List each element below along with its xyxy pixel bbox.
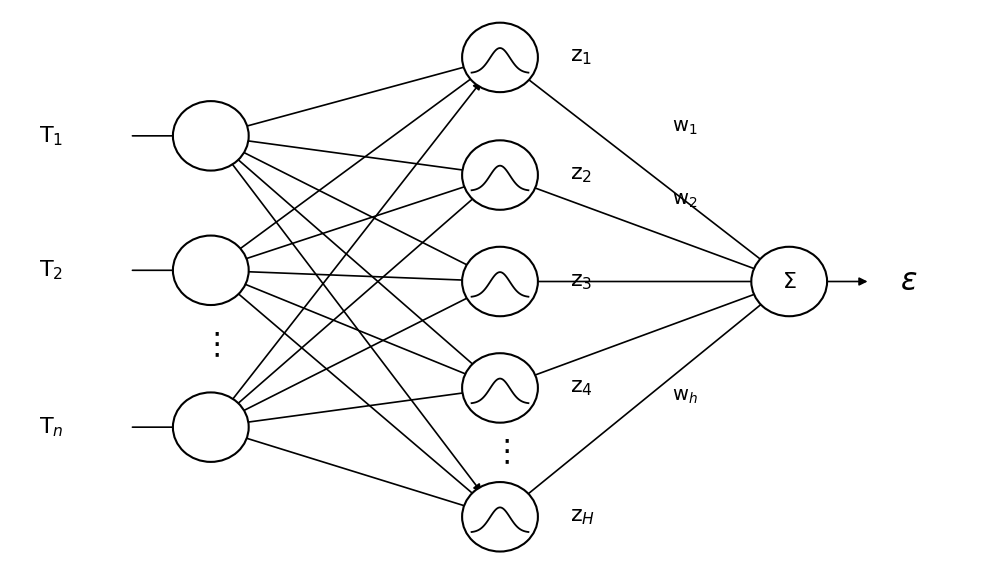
Ellipse shape [462,23,538,92]
Text: $\vdots$: $\vdots$ [491,438,509,467]
Text: z$_H$: z$_H$ [570,507,595,527]
Ellipse shape [173,392,249,462]
Text: T$_2$: T$_2$ [39,258,63,282]
Text: T$_1$: T$_1$ [39,124,63,148]
Text: $\vdots$: $\vdots$ [201,332,220,360]
Text: $\varepsilon$: $\varepsilon$ [900,267,918,296]
Text: z$_2$: z$_2$ [570,165,592,185]
Text: z$_4$: z$_4$ [570,378,593,398]
Ellipse shape [751,247,827,316]
Ellipse shape [462,482,538,552]
Ellipse shape [462,247,538,316]
Text: w$_2$: w$_2$ [672,191,697,210]
Text: w$_h$: w$_h$ [672,387,697,406]
Ellipse shape [173,235,249,305]
Ellipse shape [462,140,538,210]
Ellipse shape [173,101,249,171]
Text: T$_n$: T$_n$ [39,415,64,439]
Text: z$_1$: z$_1$ [570,47,592,68]
Text: w$_1$: w$_1$ [672,118,697,137]
Text: $\Sigma$: $\Sigma$ [782,271,797,292]
Ellipse shape [462,353,538,423]
Text: z$_3$: z$_3$ [570,271,592,292]
